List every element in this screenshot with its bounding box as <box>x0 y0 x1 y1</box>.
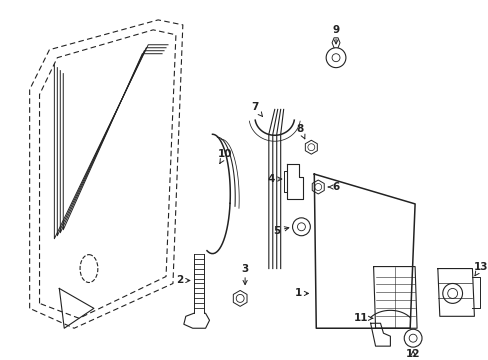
Text: 8: 8 <box>296 124 305 139</box>
Text: 4: 4 <box>266 174 281 184</box>
Text: 3: 3 <box>241 264 248 285</box>
Text: 10: 10 <box>218 149 232 163</box>
Text: 5: 5 <box>273 226 288 236</box>
Text: 7: 7 <box>251 103 262 117</box>
Text: 12: 12 <box>405 349 420 359</box>
Text: 2: 2 <box>176 275 189 285</box>
Text: 9: 9 <box>332 25 339 44</box>
Text: 13: 13 <box>473 262 488 276</box>
Text: 1: 1 <box>294 288 308 298</box>
Text: 11: 11 <box>353 313 372 323</box>
Text: 6: 6 <box>327 182 339 192</box>
